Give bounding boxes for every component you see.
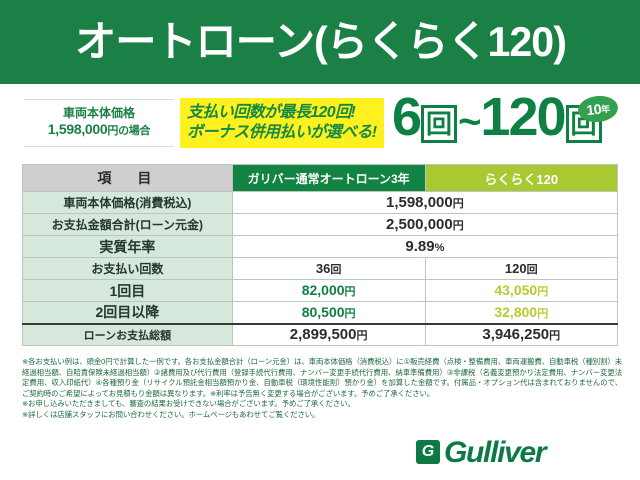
vehicle-price-label: 車両本体価格 bbox=[62, 106, 135, 121]
range-tilde: ~ bbox=[458, 100, 481, 144]
row-label-total-payment: ローンお支払総額 bbox=[22, 322, 233, 346]
value-text: 120 bbox=[504, 260, 527, 276]
value-unit: 円 bbox=[356, 330, 368, 343]
gulliver-logo-mark: G bbox=[416, 440, 440, 464]
payment-count-range: 6 回 ~120 回 bbox=[392, 90, 602, 144]
footnote-paragraph-1: ※各お支払い例は、頭金0円で計算した一例です。各お支払金額合計（ローン元金）は、… bbox=[22, 357, 622, 398]
row-label-subsequent-payment: 2回目以降 bbox=[22, 301, 233, 324]
table-row: お支払い回数 36回 120回 bbox=[22, 257, 619, 280]
value-unit: 円 bbox=[549, 330, 561, 343]
footnote-paragraph-2: ※お申し込みいただきましても、審査の結果お受けできない場合がございます。予めご了… bbox=[22, 399, 355, 409]
row-label-vehicle-price: 車両本体価格(消費税込) bbox=[22, 191, 233, 214]
value-unit: 円 bbox=[344, 286, 356, 298]
value-text: 43,050 bbox=[494, 282, 538, 298]
vehicle-price-yen: 円 bbox=[107, 125, 119, 138]
header-banner: オートローン(らくらく120) bbox=[0, 0, 640, 84]
vehicle-price-amount: 1,598,000円の場合 bbox=[24, 121, 174, 139]
table-row: 実質年率 9.89% bbox=[22, 235, 619, 258]
value-unit: 回 bbox=[526, 263, 538, 276]
loan-comparison-table: 項 目 ガリバー通常オートローン3年 らくらく120 車両本体価格(消費税込) … bbox=[22, 164, 619, 346]
row-value-apr: 9.89% bbox=[231, 235, 619, 258]
page-title: オートローン(らくらく120) bbox=[74, 18, 567, 65]
legal-footnote: ※各お支払い例は、頭金0円で計算した一例です。各お支払金額合計（ローン元金）は、… bbox=[22, 357, 622, 420]
table-row: 1回目 82,000円 43,050円 bbox=[22, 279, 619, 302]
promo-highlight-line1: 支払い回数が最長120回! bbox=[187, 103, 356, 121]
footnote-paragraph-3: ※詳しくは店舗スタッフにお問い合わせください。ホームページもあわせてご覧ください… bbox=[22, 409, 320, 419]
row-value-first-payment-normal: 82,000円 bbox=[231, 279, 426, 302]
table-row: お支払金額合計(ローン元金) 2,500,000円 bbox=[22, 213, 619, 236]
value-unit: 円 bbox=[537, 286, 549, 298]
vehicle-price-suffix: の場合 bbox=[118, 125, 151, 138]
gulliver-logo-text: Gulliver bbox=[444, 436, 547, 469]
row-value-first-payment-raku: 43,050円 bbox=[424, 279, 619, 302]
table-row: ローンお支払総額 2,899,500円 3,946,250円 bbox=[22, 322, 619, 346]
row-value-subsequent-payment-raku: 32,800円 bbox=[424, 301, 619, 324]
value-text: 3,946,250 bbox=[482, 326, 550, 344]
value-text: 32,800 bbox=[494, 303, 538, 320]
value-text: 2,500,000 bbox=[385, 216, 453, 233]
range-to-number: 120 bbox=[480, 87, 566, 147]
table-header-row: 項 目 ガリバー通常オートローン3年 らくらく120 bbox=[22, 164, 619, 192]
table-row: 2回目以降 80,500円 32,800円 bbox=[22, 301, 619, 324]
value-text: 2,899,500 bbox=[289, 326, 357, 344]
value-text: 1,598,000 bbox=[385, 194, 453, 211]
row-value-loan-principal: 2,500,000円 bbox=[231, 213, 619, 236]
badge-unit: 年 bbox=[600, 103, 611, 115]
value-text: 80,500 bbox=[301, 303, 345, 320]
value-text: 36 bbox=[315, 260, 331, 276]
value-text: 9.89 bbox=[405, 238, 435, 255]
promo-highlight-box: 支払い回数が最長120回! ボーナス併用払いが選べる! bbox=[180, 97, 384, 149]
row-value-total-payment-normal: 2,899,500円 bbox=[231, 322, 426, 346]
value-unit: % bbox=[434, 242, 445, 254]
value-unit: 円 bbox=[344, 307, 356, 320]
promo-strip: 車両本体価格 1,598,000円の場合 支払い回数が最長120回! ボーナス併… bbox=[0, 84, 640, 162]
range-from-unit: 回 bbox=[421, 105, 458, 143]
value-unit: 円 bbox=[452, 198, 464, 210]
promo-highlight-line2: ボーナス併用払いが選べる! bbox=[187, 123, 377, 141]
badge-number: 10 bbox=[585, 100, 602, 119]
value-unit: 円 bbox=[452, 220, 464, 232]
value-unit: 回 bbox=[330, 263, 342, 276]
column-header-item: 項 目 bbox=[22, 164, 233, 192]
row-value-payment-count-raku: 120回 bbox=[424, 257, 619, 280]
row-label-first-payment: 1回目 bbox=[22, 279, 233, 302]
row-value-subsequent-payment-normal: 80,500円 bbox=[231, 301, 426, 324]
row-value-payment-count-normal: 36回 bbox=[231, 257, 426, 280]
row-label-loan-principal: お支払金額合計(ローン元金) bbox=[22, 213, 233, 236]
vehicle-price-note: 車両本体価格 1,598,000円の場合 bbox=[24, 99, 174, 147]
row-value-total-payment-raku: 3,946,250円 bbox=[424, 322, 619, 346]
range-from-number: 6 bbox=[392, 87, 422, 147]
value-text: 82,000 bbox=[301, 282, 345, 298]
table-row: 車両本体価格(消費税込) 1,598,000円 bbox=[22, 191, 619, 214]
row-label-payment-count: お支払い回数 bbox=[22, 257, 233, 280]
row-label-apr: 実質年率 bbox=[22, 235, 233, 258]
row-value-vehicle-price: 1,598,000円 bbox=[231, 191, 619, 214]
value-unit: 円 bbox=[537, 307, 549, 320]
column-header-raku120: らくらく120 bbox=[424, 164, 619, 192]
column-header-normal-loan: ガリバー通常オートローン3年 bbox=[231, 164, 426, 192]
vehicle-price-value: 1,598,000 bbox=[47, 121, 108, 138]
